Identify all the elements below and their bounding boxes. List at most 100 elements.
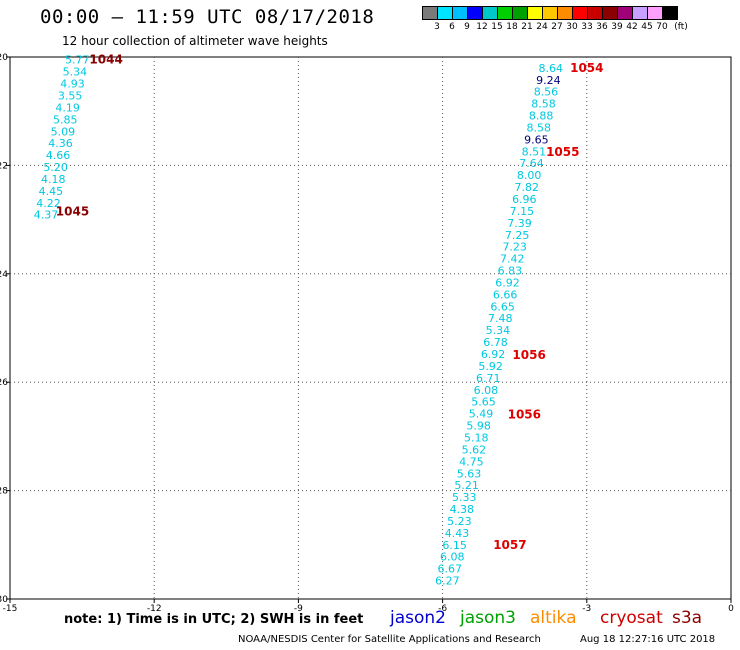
legend-entry-altika: altika xyxy=(530,608,577,628)
pass-id-label: 1057 xyxy=(493,538,526,552)
wave-height-label: 4.93 xyxy=(60,78,85,91)
wave-height-label: 6.71 xyxy=(476,372,501,385)
credit-text: NOAA/NESDIS Center for Satellite Applica… xyxy=(238,634,541,645)
wave-height-label: 4.19 xyxy=(55,101,80,114)
wave-height-label: 7.42 xyxy=(500,253,525,266)
wave-height-label: 7.48 xyxy=(488,312,513,325)
wave-height-label: 6.96 xyxy=(512,193,537,206)
wave-height-label: 4.75 xyxy=(459,455,484,468)
legend-entry-cryosat: cryosat xyxy=(600,608,663,628)
colorbar-label: 18 xyxy=(506,22,518,32)
wave-height-label: 3.55 xyxy=(58,89,83,102)
wave-height-label: 6.15 xyxy=(442,539,467,552)
wave-height-label: 9.24 xyxy=(536,74,561,87)
chart-title: 00:00 – 11:59 UTC 08/17/2018 xyxy=(40,6,375,28)
colorbar-label: 9 xyxy=(464,22,470,32)
wave-height-label: 7.15 xyxy=(510,205,535,218)
pass-id-label: 1045 xyxy=(56,204,89,218)
y-tick-label: -22 xyxy=(0,161,8,171)
wave-height-label: 8.56 xyxy=(534,86,559,99)
wave-height-label: 7.82 xyxy=(514,181,539,194)
units-note: note: 1) Time is in UTC; 2) SWH is in fe… xyxy=(64,612,364,627)
legend-entry-s3a: s3a xyxy=(672,608,703,628)
wave-height-label: 4.66 xyxy=(46,149,71,162)
wave-height-label: 9.65 xyxy=(524,133,549,146)
colorbar-label: 12 xyxy=(476,22,488,32)
wave-height-label: 4.36 xyxy=(48,137,73,150)
wave-height-label: 6.27 xyxy=(435,575,460,588)
wave-height-label: 4.45 xyxy=(39,185,64,198)
colorbar-label: 42 xyxy=(626,22,638,32)
x-tick-label: -12 xyxy=(147,604,162,614)
wave-height-label: 5.98 xyxy=(466,420,491,433)
wave-height-label: 5.49 xyxy=(469,408,494,421)
wave-height-label: 6.67 xyxy=(438,563,463,576)
wave-height-label: 5.34 xyxy=(63,66,88,79)
wave-height-label: 4.43 xyxy=(445,527,470,540)
y-tick-label: -30 xyxy=(0,595,8,605)
pass-id-label: 1044 xyxy=(89,53,122,67)
colorbar-label: 21 xyxy=(521,22,533,32)
chart-subtitle: 12 hour collection of altimeter wave hei… xyxy=(62,34,328,48)
colorbar-label: 30 xyxy=(566,22,578,32)
wave-height-label: 6.08 xyxy=(440,551,465,564)
wave-height-label: 5.62 xyxy=(462,443,487,456)
colorbar-swatch xyxy=(662,6,678,20)
wave-height-label: 8.51 xyxy=(522,145,547,158)
wave-height-label: 5.33 xyxy=(452,491,477,504)
wave-height-label: 4.22 xyxy=(36,197,61,210)
y-tick-label: -26 xyxy=(0,378,8,388)
wave-height-label: 5.77 xyxy=(65,54,90,67)
wave-height-label: 7.25 xyxy=(505,229,530,242)
pass-id-label: 1056 xyxy=(512,348,545,362)
wave-height-label: 5.85 xyxy=(53,113,78,126)
wave-height-label: 8.00 xyxy=(517,169,542,182)
colorbar-label: 33 xyxy=(581,22,593,32)
wave-height-label: 6.65 xyxy=(490,300,515,313)
wave-height-label: 4.18 xyxy=(41,173,66,186)
y-tick-label: -24 xyxy=(0,270,8,280)
x-tick-label: 0 xyxy=(728,604,734,614)
wave-height-label: 6.92 xyxy=(495,276,520,289)
wave-height-label: 6.92 xyxy=(481,348,506,361)
x-tick-label: -3 xyxy=(582,604,591,614)
generated-timestamp: Aug 18 12:27:16 UTC 2018 xyxy=(580,634,716,645)
wave-height-label: 7.23 xyxy=(502,241,527,254)
x-tick-label: -15 xyxy=(3,604,18,614)
colorbar-label: 39 xyxy=(611,22,623,32)
colorbar-label: 70 xyxy=(656,22,668,32)
wave-height-label: 5.18 xyxy=(464,431,489,444)
wave-height-label: 7.64 xyxy=(519,157,544,170)
wave-height-label: 8.58 xyxy=(531,98,556,111)
wave-height-label: 5.34 xyxy=(486,324,511,337)
colorbar-label: 45 xyxy=(641,22,653,32)
legend-entry-jason2: jason2 xyxy=(390,608,446,628)
colorbar-label: 36 xyxy=(596,22,608,32)
y-tick-label: -20 xyxy=(0,53,8,63)
wave-height-label: 4.38 xyxy=(450,503,475,516)
pass-id-label: 1055 xyxy=(546,145,579,159)
colorbar-label: 24 xyxy=(536,22,548,32)
colorbar-label: 3 xyxy=(434,22,440,32)
wave-height-label: 8.88 xyxy=(529,110,554,123)
wave-height-label: 5.09 xyxy=(51,125,76,138)
colorbar-label: 27 xyxy=(551,22,563,32)
colorbar-labels: 3 6 9 12 15 18 21 24 27 30 33 36 39 42 45 70 (ft) xyxy=(422,22,740,34)
wave-height-label: 5.21 xyxy=(454,479,479,492)
x-tick-label: -9 xyxy=(294,604,303,614)
colorbar-label: 15 xyxy=(491,22,503,32)
plot-frame xyxy=(9,56,732,600)
wave-height-label: 6.83 xyxy=(498,265,523,278)
x-tick-label: -6 xyxy=(438,604,447,614)
wave-height-label: 5.63 xyxy=(457,467,482,480)
y-tick-label: -28 xyxy=(0,487,8,497)
wave-height-label: 5.20 xyxy=(43,161,68,174)
legend-entry-jason3: jason3 xyxy=(460,608,516,628)
wave-height-label: 6.08 xyxy=(474,384,499,397)
wave-height-label: 8.58 xyxy=(526,121,551,134)
wave-height-label: 4.37 xyxy=(34,209,59,222)
wave-height-label: 5.65 xyxy=(471,396,496,409)
wave-height-label: 6.78 xyxy=(483,336,508,349)
wave-height-label: 6.66 xyxy=(493,288,518,301)
